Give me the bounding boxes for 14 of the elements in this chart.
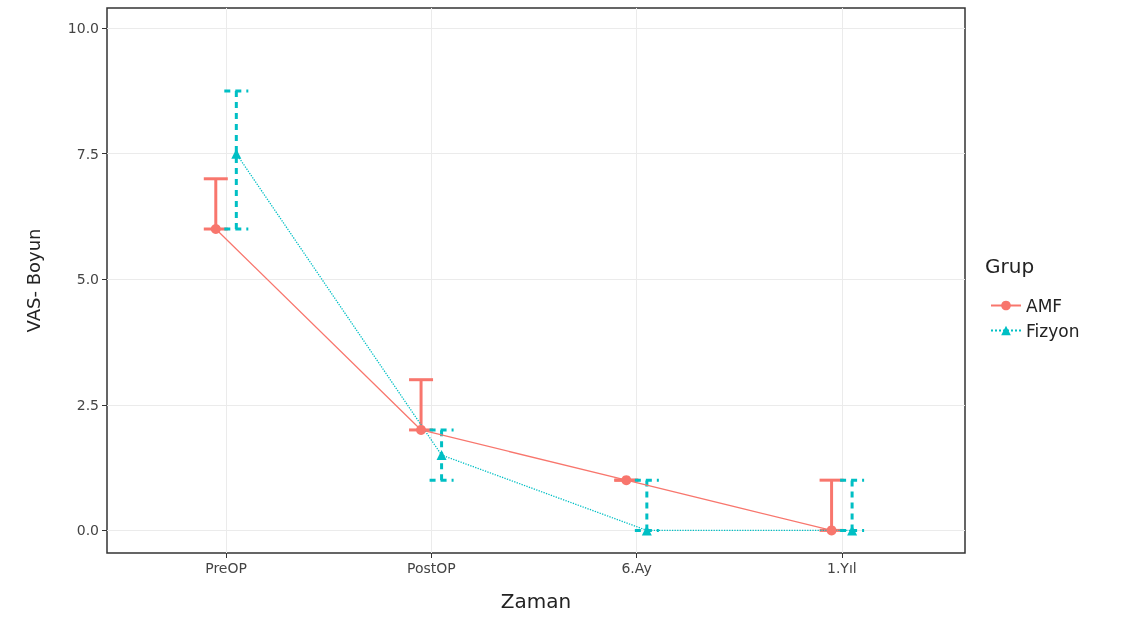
x-tick-label: 1.Yıl	[826, 560, 857, 576]
legend-label: AMF	[1026, 295, 1063, 316]
x-tick-label: 6.Ay	[621, 560, 652, 576]
y-tick-label: 5.0	[76, 271, 99, 288]
y-tick-label: 0.0	[76, 522, 99, 539]
legend-label: Fizyon	[1026, 320, 1080, 341]
y-tick-label: 10.0	[67, 20, 99, 37]
x-tick-label: PostOP	[406, 560, 456, 576]
legend-title: Grup	[985, 254, 1035, 278]
y-tick-label: 2.5	[76, 396, 99, 413]
x-axis-title: Zaman	[500, 589, 572, 613]
y-tick-label: 7.5	[76, 145, 99, 162]
y-axis-title: VAS- Boyun	[22, 228, 44, 333]
x-tick-label: PreOP	[205, 560, 247, 576]
